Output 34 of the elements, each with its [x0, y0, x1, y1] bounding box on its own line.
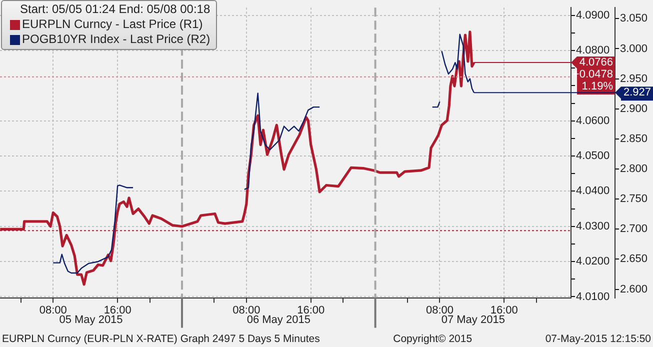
text: 07 May 2015 [441, 314, 505, 326]
legend-label: POGB10YR Index - Last Price (R2) [22, 32, 210, 47]
y-tick-label: 4.0800 [576, 44, 610, 57]
legend-label: EURPLN Curncy - Last Price (R1) [22, 17, 203, 32]
text: Copyright© 2015 [393, 333, 472, 347]
y-tick-label: 4.0200 [576, 256, 610, 268]
y-tick-label: 4.0500 [576, 150, 610, 162]
legend-title: Start: 05/05 01:24 End: 05/08 00:18 [19, 2, 210, 17]
y2-tick-label: 2.800 [620, 163, 648, 176]
y2-tick-label: 3.050 [620, 12, 648, 25]
y2-tick-label: 2.850 [620, 132, 648, 145]
y2-tick-label: 2.950 [620, 72, 648, 85]
x-tick-label: 08:00 [39, 304, 67, 316]
y2-tick-label: 2.600 [620, 283, 648, 296]
y-tick-label: 4.0600 [576, 114, 610, 127]
y-tick-label: 4.0400 [576, 185, 610, 198]
y-tick-label: 4.0900 [576, 9, 610, 22]
text: 07-May-2015 12:15:50 [545, 333, 651, 347]
x-tick-label: 16:00 [297, 304, 325, 316]
y2-tick-label: 2.750 [620, 193, 648, 206]
x-tick-label: 08:00 [232, 304, 260, 316]
ref-line-label: 2.927 [623, 86, 651, 99]
y-tick-label: 4.0300 [576, 220, 610, 232]
y-tick-label: 4.0100 [576, 290, 610, 303]
text: 05 May 2015 [59, 314, 123, 326]
y2-tick-label: 2.650 [620, 253, 648, 266]
y2-tick-label: 2.700 [620, 223, 648, 236]
x-tick-label: 08:00 [426, 304, 454, 316]
x-tick-label: 16:00 [490, 304, 518, 316]
y2-tick-label: 2.900 [620, 102, 648, 115]
text: 06 May 2015 [246, 314, 310, 326]
y2-tick-label: 3.000 [620, 42, 648, 55]
text: EURPLN Curncy (EUR-PLN X-RATE) Graph 2497 5 Days 5 Minutes [2, 333, 320, 347]
x-tick-label: 16:00 [104, 304, 132, 316]
